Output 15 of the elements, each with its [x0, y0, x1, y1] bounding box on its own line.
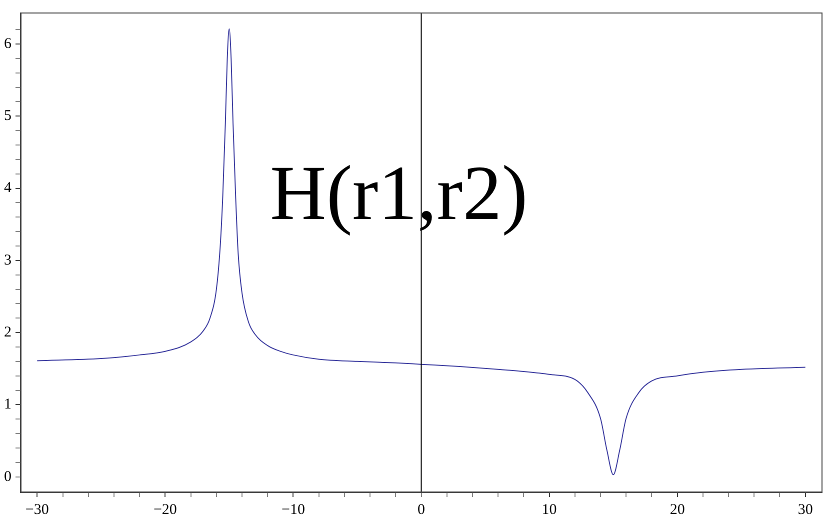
x-tick-label: −30 — [25, 502, 49, 518]
x-tick-label: 30 — [798, 502, 813, 518]
x-tick-label: 10 — [542, 502, 557, 518]
x-tick-label: 20 — [670, 502, 685, 518]
y-tick-label: 5 — [4, 108, 12, 124]
y-tick-label: 0 — [4, 468, 12, 485]
line-series — [36, 28, 806, 476]
y-tick-label: 3 — [4, 252, 12, 268]
x-tick-label: −10 — [281, 502, 305, 518]
y-tick-label: 1 — [4, 396, 12, 413]
y-tick-label: 2 — [4, 324, 12, 341]
x-tick-label: 0 — [418, 502, 425, 518]
y-tick-label: 4 — [4, 180, 12, 196]
y-tick-label: 6 — [4, 36, 12, 52]
x-tick-label: −20 — [153, 502, 177, 518]
